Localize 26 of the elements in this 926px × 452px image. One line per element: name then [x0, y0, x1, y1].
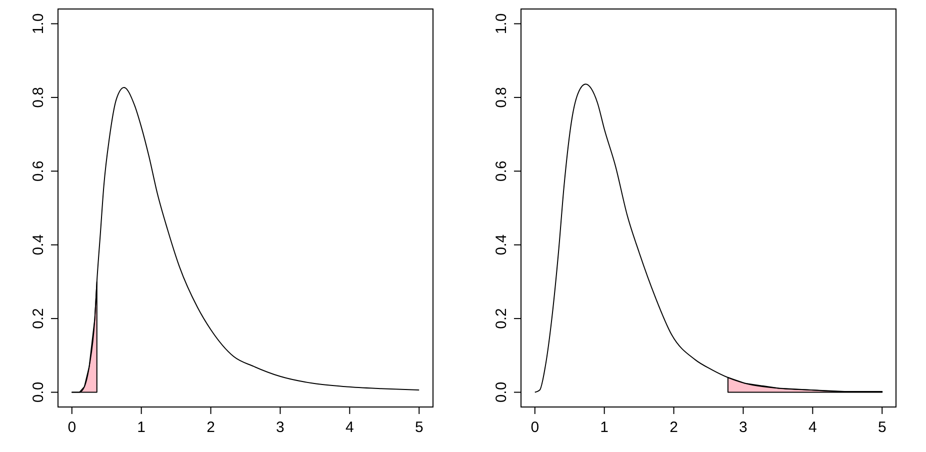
- x-tick-label: 3: [739, 419, 748, 436]
- y-tick-label: 1.0: [30, 13, 47, 34]
- x-tick-label: 5: [414, 419, 424, 436]
- y-tick-label: 0.0: [493, 382, 510, 403]
- y-tick-label: 0.6: [493, 160, 510, 182]
- x-tick-label: 2: [206, 419, 215, 436]
- x-tick-label: 1: [600, 419, 609, 436]
- x-tick-label: 3: [276, 419, 284, 436]
- y-tick-label: 0.2: [30, 308, 47, 329]
- x-tick-label: 2: [670, 419, 678, 436]
- y-tick-label: 0.6: [30, 160, 47, 182]
- x-tick-label: 4: [808, 419, 817, 436]
- y-tick-label: 0.0: [30, 382, 47, 403]
- x-tick-label: 1: [137, 419, 146, 436]
- y-tick-label: 0.8: [30, 87, 47, 108]
- x-tick-label: 4: [345, 419, 354, 436]
- x-tick-label: 5: [878, 419, 886, 436]
- y-tick-label: 1.0: [493, 13, 510, 34]
- y-tick-label: 0.4: [493, 234, 510, 256]
- line-series: [71, 86, 420, 393]
- y-tick-label: 0.8: [493, 87, 510, 108]
- line-series: [534, 84, 883, 393]
- x-tick-label: 0: [68, 419, 76, 436]
- y-tick-label: 0.4: [30, 234, 47, 256]
- x-tick-label: 0: [530, 419, 540, 436]
- y-tick-label: 0.2: [493, 308, 510, 329]
